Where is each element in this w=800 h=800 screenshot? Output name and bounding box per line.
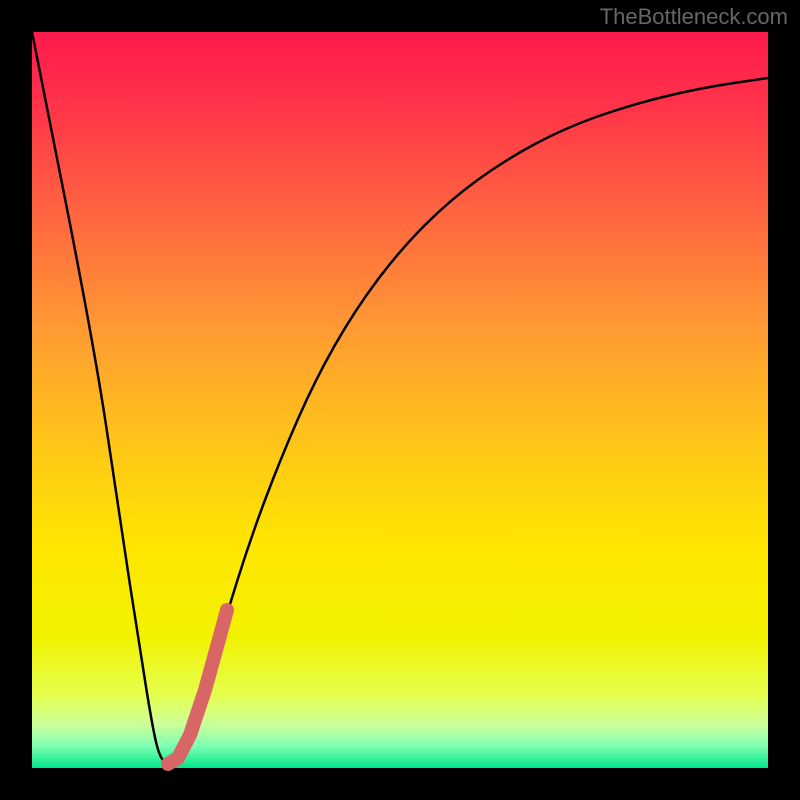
plot-area [32,32,768,768]
chart-container: TheBottleneck.com [0,0,800,800]
chart-svg-overlay [0,0,800,800]
attribution-text: TheBottleneck.com [600,4,788,30]
marker-series [168,610,227,764]
bottleneck-curve [32,32,768,763]
